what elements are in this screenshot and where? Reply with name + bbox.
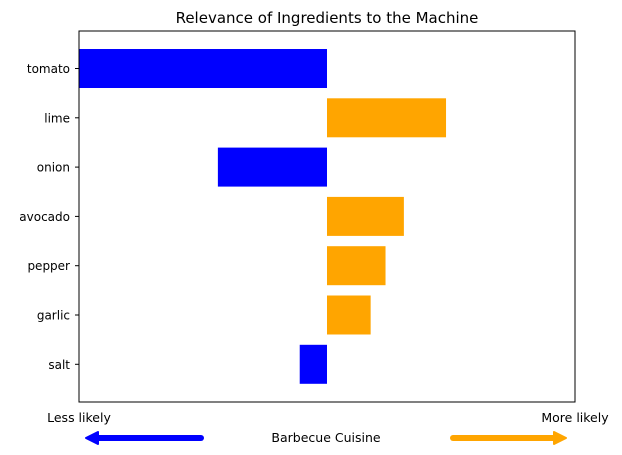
y-tick-label-lime: lime bbox=[44, 111, 70, 125]
bar-onion bbox=[217, 147, 327, 187]
bar-avocado bbox=[327, 196, 404, 236]
less-likely-arrow bbox=[85, 431, 204, 445]
chart-title: Relevance of Ingredients to the Machine bbox=[176, 9, 479, 27]
bars-group bbox=[79, 49, 447, 384]
y-axis: tomato lime onion avocado pepper garlic salt bbox=[19, 62, 79, 372]
x-axis-label: Barbecue Cuisine bbox=[271, 430, 380, 445]
arrow-head bbox=[553, 431, 567, 445]
y-tick-label-tomato: tomato bbox=[27, 62, 70, 76]
y-tick-label-onion: onion bbox=[37, 161, 70, 175]
bar-tomato bbox=[79, 49, 327, 88]
bar-pepper bbox=[327, 246, 386, 286]
less-likely-label: Less likely bbox=[47, 410, 111, 425]
y-tick-label-salt: salt bbox=[48, 358, 70, 372]
more-likely-label: More likely bbox=[541, 410, 609, 425]
bar-lime bbox=[327, 98, 447, 138]
arrow-head bbox=[85, 431, 99, 445]
y-tick-label-garlic: garlic bbox=[37, 309, 70, 323]
bar-garlic bbox=[327, 295, 371, 335]
y-tick-label-pepper: pepper bbox=[27, 259, 70, 273]
bar-salt bbox=[299, 344, 327, 384]
more-likely-arrow bbox=[450, 431, 567, 445]
y-tick-label-avocado: avocado bbox=[19, 210, 70, 224]
